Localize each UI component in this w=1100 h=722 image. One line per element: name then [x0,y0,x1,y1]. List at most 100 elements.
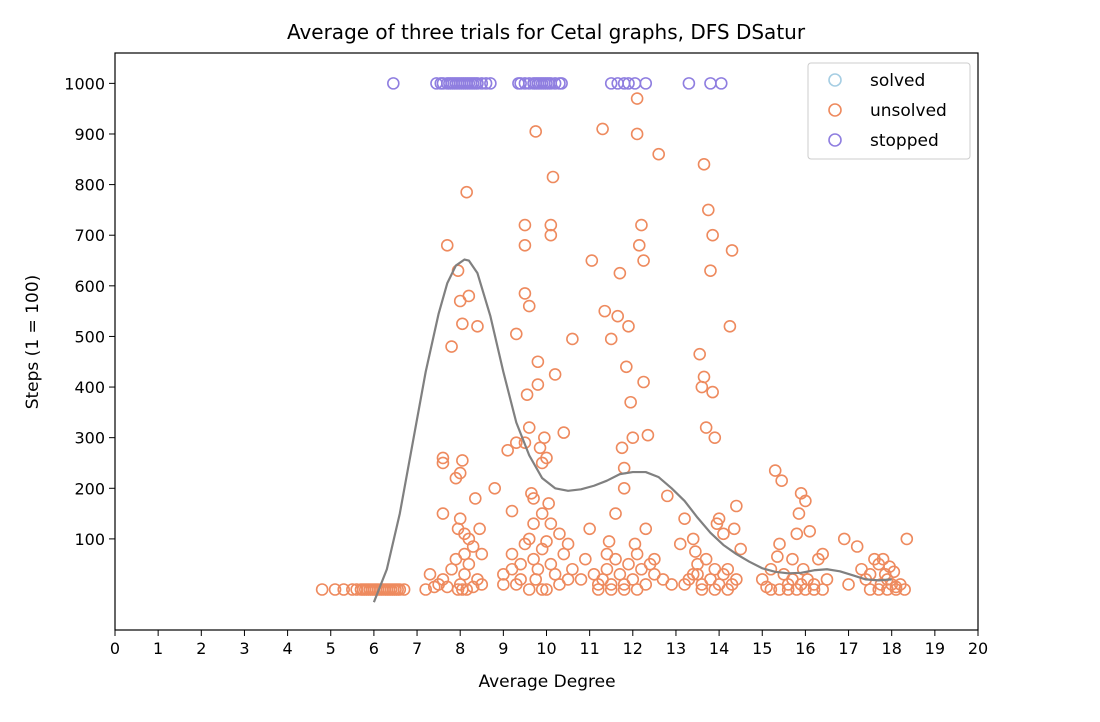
y-tick-label: 700 [74,226,105,245]
unsolved-point [488,481,502,495]
unsolved-point [604,578,618,591]
unsolved-point [337,583,351,596]
unsolved-point [557,426,571,439]
x-tick-label: 12 [623,639,643,658]
unsolved-point [678,512,691,525]
unsolved-point [440,239,454,252]
unsolved-point [475,578,489,591]
unsolved-point [475,547,489,561]
unsolved-point [460,185,473,199]
unsolved-point [699,552,713,566]
unsolved-point [602,535,616,548]
unsolved-point [648,552,661,566]
unsolved-point [509,327,523,341]
legend-label-stopped: stopped [870,131,939,151]
stopped-point [604,77,618,90]
unsolved-point [816,583,829,596]
unsolved-point [881,583,894,596]
unsolved-point [837,532,851,546]
unsolved-point [574,573,588,586]
unsolved-point [527,492,540,505]
stopped-point [548,77,562,90]
y-tick-label: 200 [74,479,105,498]
unsolved-point [315,583,329,596]
unsolved-point [734,542,747,556]
unsolved-point [898,583,911,596]
unsolved-point [397,583,411,596]
y-tick-label: 800 [74,176,105,195]
unsolved-point [686,532,700,546]
unsolved-point [691,568,704,581]
unsolved-point [730,573,743,586]
unsolved-point [436,507,450,520]
unsolved-point [630,583,644,596]
x-axis: 0 1 2 3 4 5 6 7 8 9 10 11 12 13 14 15 16 17 18 19 20 [110,630,988,658]
unsolved-point [518,436,532,450]
x-tick-label: 2 [196,639,206,658]
unsolved-point [579,552,592,566]
unsolved-point [622,557,635,571]
unsolved-point [462,289,476,303]
unsolved-point [617,481,631,495]
x-tick-label: 13 [666,639,686,658]
unsolved-point [460,583,473,596]
unsolved-point [620,360,633,374]
unsolved-point [689,545,702,558]
unsolved-point [520,388,534,401]
unsolved-point [816,547,829,561]
unsolved-point [566,332,579,346]
y-tick-label: 400 [74,378,105,397]
unsolved-point [695,583,709,596]
trend-line [372,258,892,603]
unsolved-point [585,254,599,267]
unsolved-point [531,378,545,391]
unsolved-point [637,254,650,267]
unsolved-point [624,395,637,409]
unsolved-point [604,332,618,346]
unsolved-point [598,304,612,318]
x-tick-label: 18 [882,639,902,658]
unsolved-point [626,573,640,586]
unsolved-point [807,583,821,596]
unsolved-point [531,355,545,369]
unsolved-point [773,583,786,596]
unsolved-point [436,456,450,470]
unsolved-point [699,421,713,434]
unsolved-point [522,299,536,313]
unsolved-point [522,421,536,434]
unsolved-point [673,537,687,551]
unsolved-point [850,540,864,553]
unsolved-point [462,557,476,571]
x-tick-label: 14 [709,639,729,658]
unsolved-point [626,431,640,444]
unsolved-point [615,441,629,455]
unsolved-point [522,583,536,596]
x-tick-label: 17 [838,639,858,658]
plot-area [114,52,979,631]
x-tick-label: 10 [536,639,556,658]
unsolved-point [790,527,804,541]
unsolved-point [505,547,519,561]
x-tick-label: 9 [498,639,508,658]
unsolved-point [419,583,432,596]
unsolved-point [328,583,342,596]
unsolved-point [445,562,458,576]
unsolved-point [697,158,711,171]
legend-box [807,62,971,160]
unsolved-point [535,507,549,520]
stopped-point [475,77,489,90]
unsolved-point [613,568,627,581]
unsolved-point [509,436,523,450]
unsolved-point [889,583,903,596]
unsolved-point [544,557,558,571]
unsolved-point [764,583,778,596]
x-tick-label: 20 [968,639,988,658]
unsolved-point [887,565,901,579]
unsolved-point [900,532,914,546]
unsolved-point [596,122,609,136]
unsolved-point [842,578,855,591]
chart-title: Average of three trials for Cetal graphs… [287,20,806,44]
unsolved-point [632,239,646,252]
unsolved-point [706,385,719,399]
